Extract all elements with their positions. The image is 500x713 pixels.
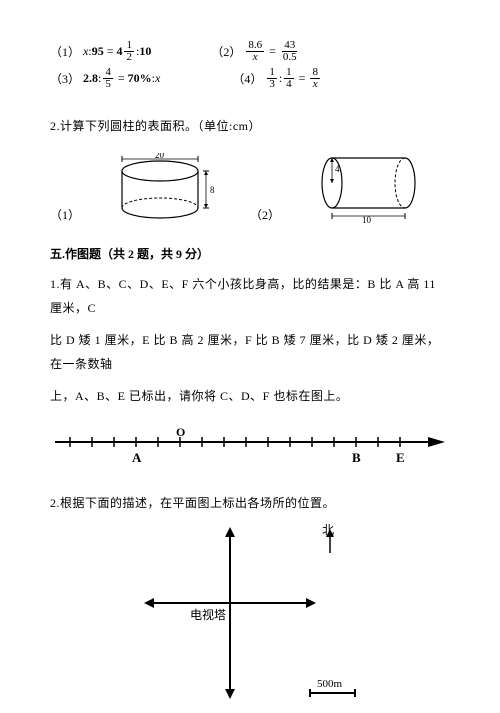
equations-block: （1） x : 95 = 4 1 2 : 10 （2） 8.6x = 430.5… — [50, 40, 450, 90]
fig2-dim-b: 10 — [362, 215, 372, 223]
cylinder-2-svg: 4 10 — [310, 148, 430, 223]
numline-A: A — [132, 450, 142, 465]
eq1-label: （1） — [50, 43, 80, 60]
eq1-10: 10 — [139, 44, 151, 59]
fig1-label: （1） — [50, 206, 80, 223]
equation-1: （1） x : 95 = 4 1 2 : 10 — [50, 40, 151, 63]
equation-2: （2） 8.6x = 430.5 — [211, 40, 300, 63]
eq4-label: （4） — [232, 70, 262, 87]
fig2-dim-r: 4 — [335, 164, 340, 174]
section5-heading: 五.作图题（共 2 题，共 9 分） — [50, 245, 450, 262]
fig1-dim-top: 20 — [155, 153, 165, 160]
fig2-label: （2） — [250, 206, 280, 223]
s5-q1-l3: 上，A、B、E 已标出，请你将 C、D、F 也标在图上。 — [50, 384, 450, 408]
numline-B: B — [352, 450, 361, 465]
north-label: 北 — [322, 523, 334, 537]
numline-O: O — [176, 425, 185, 439]
eq1-4: 4 — [116, 44, 122, 59]
eq1-frac: 1 2 — [124, 40, 134, 63]
s5-q1-l1: 1.有 A、B、C、D、E、F 六个小孩比身高，比的结果是：B 比 A 高 11… — [50, 272, 450, 320]
compass-figure: 北 电视塔 500m — [50, 523, 450, 713]
s5-q1-l2: 比 D 矮 1 厘米，E 比 B 高 2 厘米，F 比 B 矮 7 厘米，比 D… — [50, 328, 450, 376]
fig1-dim-side: 8 — [210, 185, 215, 195]
q2-text: 2.计算下列圆柱的表面积。（单位:cm） — [50, 114, 450, 138]
cylinder-1-svg: 20 8 — [110, 153, 220, 223]
cylinder-figures: （1） 20 8 （2） 4 10 — [50, 148, 450, 223]
number-line: O A B E — [50, 424, 450, 469]
eq1-95: 95 — [92, 44, 104, 59]
numline-E: E — [396, 450, 405, 465]
s5-q2-text: 2.根据下面的描述，在平面图上标出各场所的位置。 — [50, 491, 450, 515]
eq2-label: （2） — [211, 43, 241, 60]
tower-label: 电视塔 — [190, 607, 226, 622]
eq3-label: （3） — [50, 70, 80, 87]
scale-label: 500m — [317, 678, 343, 690]
equation-4: （4） 13 : 14 = 8x — [232, 67, 322, 90]
equation-3: （3） 2.8 : 45 = 70% : x — [50, 67, 160, 90]
